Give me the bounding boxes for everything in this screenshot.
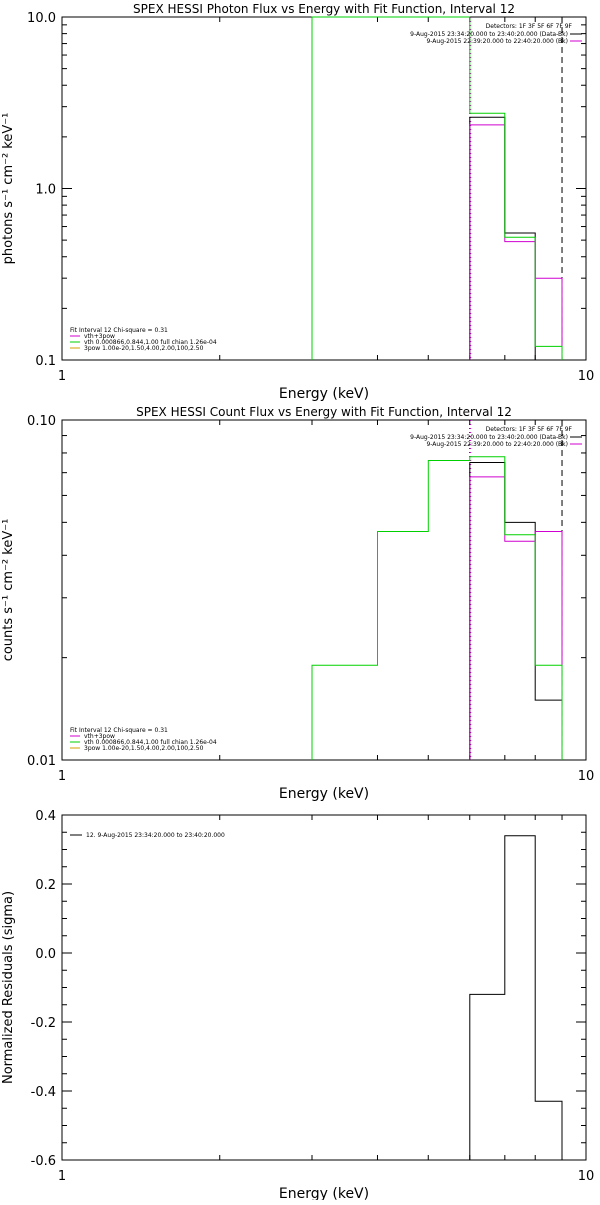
series-total [469, 476, 563, 760]
panel-1: 1 10 0.1 1.0 10.0 SPEX HESSI Photon Flux vs E… [1, 2, 594, 402]
x-axis-label: Energy (keV) [279, 1186, 369, 1200]
legend-entry: 9-Aug-2015 22:39:20.000 to 22:40:20.000 … [426, 38, 568, 45]
series-data [469, 462, 563, 760]
legend-entry: vth+3pow [84, 733, 115, 740]
legend-entry: 3pow 1.00e-20,1.50,4.00,2.00,100,2.50 [84, 345, 204, 352]
legend-entry: 9-Aug-2015 23:34:20.000 to 23:40:20.000 … [410, 434, 568, 441]
series-total [469, 124, 563, 360]
x-tick-label: 1 [58, 369, 66, 384]
x-tick-label: 10 [578, 1169, 595, 1184]
legend-title: Fit Interval 12 Chi-square = 0.31 [70, 327, 168, 334]
y-axis-label: Normalized Residuals (sigma) [1, 891, 16, 1084]
legend-entry: 3pow 1.00e-20,1.50,4.00,2.00,100,2.50 [84, 745, 204, 752]
x-tick-label: 10 [578, 369, 595, 384]
panel-2: 1 10 0.01 0.10 SPEX HESSI Count Flux vs Ener… [1, 405, 594, 802]
series-residuals [469, 835, 563, 1160]
plot-frame [61, 814, 587, 1161]
y-tick-label: 0.01 [27, 754, 56, 769]
y-tick-label: 0.1 [35, 354, 56, 369]
plot-frame [61, 16, 587, 361]
y-axis-label: counts s⁻¹ cm⁻² keV⁻¹ [1, 519, 16, 662]
y-tick-label: -0.2 [31, 1016, 56, 1031]
series-data [469, 116, 562, 361]
legend-title: Fit Interval 12 Chi-square = 0.31 [70, 727, 168, 734]
x-tick-label: 1 [58, 1169, 66, 1184]
y-tick-label: 10.0 [27, 11, 56, 26]
legend-entry: vth 0.000866,0.844,1.00 full chian 1.26e… [84, 339, 217, 346]
y-tick-label: 0.10 [27, 414, 56, 429]
legend-entry: 12. 9-Aug-2015 23:34:20.000 to 23:40:20.… [86, 832, 225, 839]
chart-title: SPEX HESSI Photon Flux vs Energy with Fi… [133, 2, 515, 16]
x-axis-label: Energy (keV) [279, 786, 369, 802]
legend-entry: vth 0.000866,0.844,1.00 full chian 1.26e… [84, 739, 217, 746]
plot-frame [61, 419, 587, 761]
series-thermal [311, 16, 563, 360]
legend-entry: 9-Aug-2015 23:34:20.000 to 23:40:20.000 … [410, 31, 568, 38]
x-axis-label: Energy (keV) [279, 386, 369, 402]
y-tick-label: -0.4 [31, 1085, 56, 1100]
y-tick-label: 1.0 [35, 183, 56, 198]
y-tick-label: 0.2 [35, 878, 56, 893]
x-tick-label: 10 [578, 769, 595, 784]
y-tick-label: 0.4 [35, 809, 56, 824]
legend-entry: 9-Aug-2015 22:39:20.000 to 22:40:20.000 … [426, 441, 568, 448]
y-axis-label: photons s⁻¹ cm⁻² keV⁻¹ [1, 113, 16, 265]
y-tick-label: -0.6 [31, 1154, 56, 1169]
x-tick-label: 1 [58, 769, 66, 784]
y-tick-label: 0.0 [35, 947, 56, 962]
chart-title: SPEX HESSI Count Flux vs Energy with Fit… [136, 405, 512, 419]
legend-entry: vth+3pow [84, 333, 115, 340]
panel-3: 1 10 -0.6 -0.4 -0.2 0.0 0.2 0.4 Energy (keV) Norm… [1, 809, 595, 1202]
series-thermal [311, 456, 563, 760]
legend-title: Detectors: 1F 3F 5F 6F 7F 9F [486, 426, 573, 433]
legend-title: Detectors: 1F 3F 5F 6F 7F 9F [486, 23, 573, 30]
